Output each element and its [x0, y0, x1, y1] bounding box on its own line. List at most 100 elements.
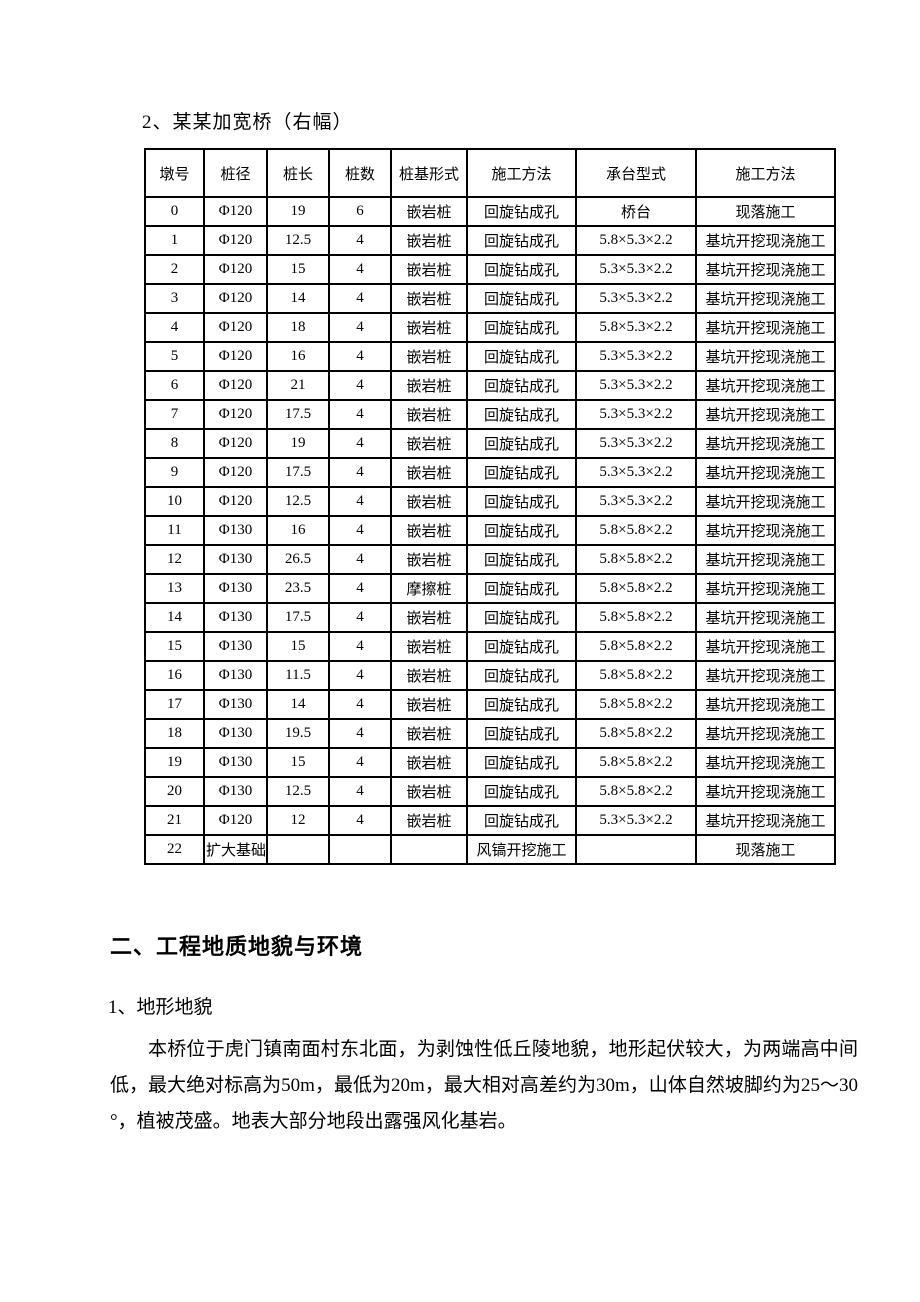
table-cell: 嵌岩桩	[390, 457, 468, 488]
table-cell: 嵌岩桩	[390, 370, 468, 401]
table-cell: 18	[144, 718, 205, 749]
paragraph-line: 本桥位于虎门镇南面村东北面，为剥蚀性低丘陵地貌，地形起伏较大，为两端高中间	[148, 1039, 858, 1060]
table-cell: 4	[328, 689, 392, 720]
table-row: 4 Φ120 18 4 嵌岩桩 回旋钻成孔 5.8×5.3×2.2 基坑开挖现浇施工	[144, 312, 836, 343]
table-cell: 12.5	[266, 776, 330, 807]
table-cell: 15	[144, 631, 205, 662]
table-cell: 5.8×5.3×2.2	[575, 225, 697, 256]
bridge-table-title: 2、某某加宽桥（右幅）	[142, 112, 353, 133]
table-cell: 4	[328, 283, 392, 314]
table-cell: 5.8×5.8×2.2	[575, 515, 697, 546]
table-cell: 6	[328, 196, 392, 227]
table-cell: 4	[328, 573, 392, 604]
table-cell: 11	[144, 515, 205, 546]
table-cell: Φ130	[203, 660, 268, 691]
column-header: 桩数	[328, 148, 392, 198]
table-cell: 嵌岩桩	[390, 602, 468, 633]
table-cell: 回旋钻成孔	[466, 631, 577, 662]
table-cell: Φ130	[203, 602, 268, 633]
table-row: 3 Φ120 14 4 嵌岩桩 回旋钻成孔 5.3×5.3×2.2 基坑开挖现浇施工	[144, 283, 836, 314]
table-cell: 4	[328, 399, 392, 430]
table-cell: 基坑开挖现浇施工	[695, 747, 836, 778]
table-row: 20 Φ130 12.5 4 嵌岩桩 回旋钻成孔 5.8×5.8×2.2 基坑开挖现浇施工	[144, 776, 836, 807]
table-cell: 回旋钻成孔	[466, 573, 577, 604]
table-cell: 16	[266, 515, 330, 546]
paragraph-line: 低，最大绝对标高为50m，最低为20m，最大相对高差约为30m，山体自然坡脚约为…	[110, 1075, 858, 1096]
table-cell: 0	[144, 196, 205, 227]
table-cell: 4	[328, 805, 392, 836]
table-cell: 1	[144, 225, 205, 256]
table-cell: Φ120	[203, 370, 268, 401]
table-cell: 桥台	[575, 196, 697, 227]
table-cell: 14	[144, 602, 205, 633]
table-cell: 回旋钻成孔	[466, 370, 577, 401]
table-row: 12 Φ130 26.5 4 嵌岩桩 回旋钻成孔 5.8×5.8×2.2 基坑开挖现浇施工	[144, 544, 836, 575]
table-cell: 嵌岩桩	[390, 631, 468, 662]
table-cell: 嵌岩桩	[390, 660, 468, 691]
table-cell: 回旋钻成孔	[466, 805, 577, 836]
table-cell: 嵌岩桩	[390, 747, 468, 778]
table-cell: 基坑开挖现浇施工	[695, 370, 836, 401]
table-row: 11 Φ130 16 4 嵌岩桩 回旋钻成孔 5.8×5.8×2.2 基坑开挖现浇施工	[144, 515, 836, 546]
table-cell: 4	[328, 660, 392, 691]
column-header: 施工方法	[695, 148, 836, 198]
table-cell: 4	[328, 312, 392, 343]
table-cell: 4	[328, 515, 392, 546]
table-cell: Φ120	[203, 196, 268, 227]
table-cell: Φ120	[203, 312, 268, 343]
table-cell: 回旋钻成孔	[466, 602, 577, 633]
table-cell: Φ130	[203, 631, 268, 662]
table-cell: 嵌岩桩	[390, 225, 468, 256]
table-cell: Φ120	[203, 457, 268, 488]
table-cell: 5.8×5.8×2.2	[575, 747, 697, 778]
table-cell: 回旋钻成孔	[466, 428, 577, 459]
table-cell: 回旋钻成孔	[466, 225, 577, 256]
table-cell: 13	[144, 573, 205, 604]
table-cell: 17.5	[266, 399, 330, 430]
table-cell: 回旋钻成孔	[466, 718, 577, 749]
table-cell: Φ120	[203, 486, 268, 517]
table-cell: 21	[266, 370, 330, 401]
table-cell: 4	[328, 544, 392, 575]
table-cell: 5.8×5.8×2.2	[575, 544, 697, 575]
table-cell: 21	[144, 805, 205, 836]
table-row: 10 Φ120 12.5 4 嵌岩桩 回旋钻成孔 5.3×5.3×2.2 基坑开挖现浇施工	[144, 486, 836, 517]
table-cell: 嵌岩桩	[390, 544, 468, 575]
table-cell: 嵌岩桩	[390, 689, 468, 720]
table-cell: 5.3×5.3×2.2	[575, 399, 697, 430]
table-row: 2 Φ120 15 4 嵌岩桩 回旋钻成孔 5.3×5.3×2.2 基坑开挖现浇施工	[144, 254, 836, 285]
table-cell: 7	[144, 399, 205, 430]
table-cell: 回旋钻成孔	[466, 457, 577, 488]
table-cell: 回旋钻成孔	[466, 486, 577, 517]
table-cell: 5.8×5.8×2.2	[575, 689, 697, 720]
table-cell: 基坑开挖现浇施工	[695, 486, 836, 517]
table-cell: 5.3×5.3×2.2	[575, 341, 697, 372]
sub-heading-terrain: 1、地形地貌	[108, 997, 213, 1018]
table-cell: 扩大基础	[203, 834, 268, 865]
table-row: 17 Φ130 14 4 嵌岩桩 回旋钻成孔 5.8×5.8×2.2 基坑开挖现浇施工	[144, 689, 836, 720]
table-row: 22 扩大基础 风镐开挖施工 现落施工	[144, 834, 836, 865]
table-cell: 23.5	[266, 573, 330, 604]
table-cell: Φ130	[203, 573, 268, 604]
table-cell: Φ120	[203, 283, 268, 314]
table-cell: 19.5	[266, 718, 330, 749]
table-cell: 11.5	[266, 660, 330, 691]
table-cell: Φ120	[203, 805, 268, 836]
table-cell: 4	[328, 457, 392, 488]
table-cell: 回旋钻成孔	[466, 196, 577, 227]
table-cell: Φ120	[203, 225, 268, 256]
table-cell: 嵌岩桩	[390, 399, 468, 430]
table-cell: 嵌岩桩	[390, 283, 468, 314]
table-cell: 20	[144, 776, 205, 807]
table-cell: 基坑开挖现浇施工	[695, 660, 836, 691]
table-cell: Φ120	[203, 341, 268, 372]
table-cell: 26.5	[266, 544, 330, 575]
table-cell: 嵌岩桩	[390, 776, 468, 807]
table-cell: 基坑开挖现浇施工	[695, 631, 836, 662]
table-cell: 2	[144, 254, 205, 285]
table-row: 18 Φ130 19.5 4 嵌岩桩 回旋钻成孔 5.8×5.8×2.2 基坑开挖现浇施工	[144, 718, 836, 749]
table-cell: 嵌岩桩	[390, 486, 468, 517]
table-cell: 18	[266, 312, 330, 343]
table-cell: 9	[144, 457, 205, 488]
